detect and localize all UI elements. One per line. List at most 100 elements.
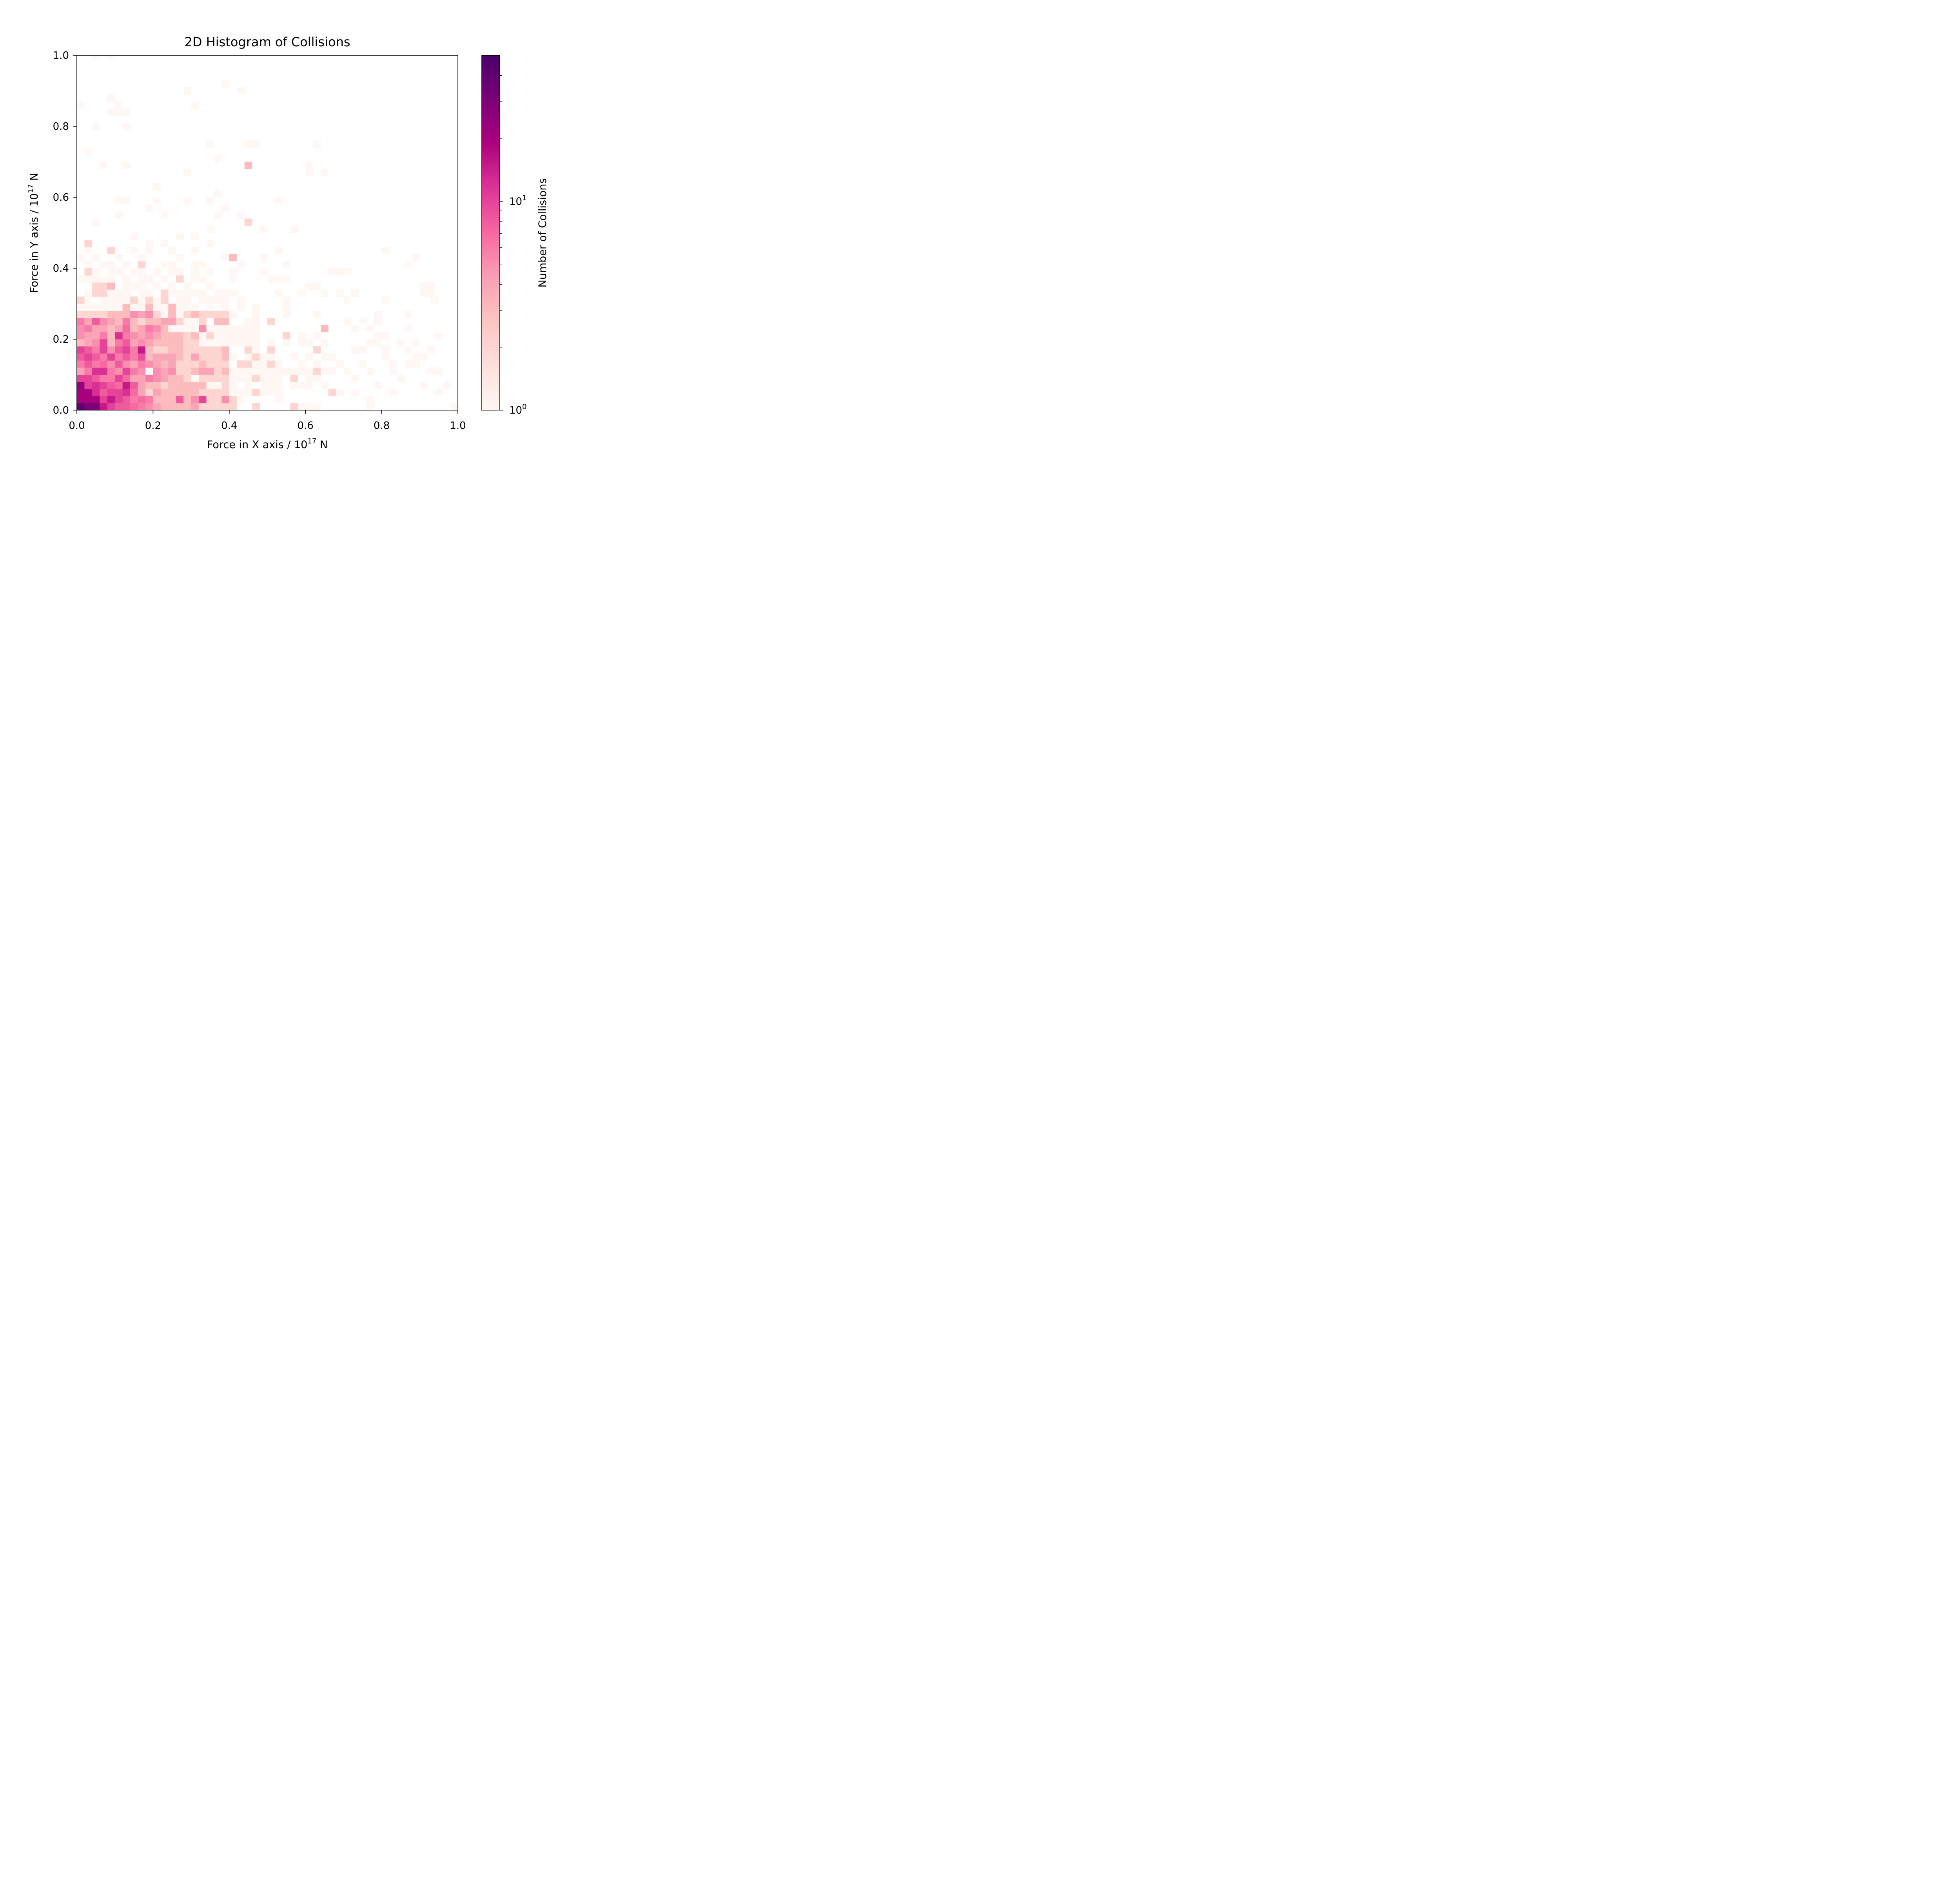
histogram-cell	[122, 332, 131, 340]
y-tick-label: 0.8	[53, 121, 69, 133]
histogram-cell	[214, 396, 222, 403]
histogram-cell	[305, 282, 314, 290]
histogram-cell	[267, 381, 275, 389]
histogram-cell	[92, 389, 100, 396]
histogram-cell	[427, 282, 436, 290]
histogram-cell	[298, 339, 306, 347]
histogram-cell	[313, 367, 321, 375]
histogram-cell	[244, 332, 252, 340]
histogram-cell	[145, 346, 153, 354]
y-axis-label-exponent: 17	[27, 184, 35, 193]
histogram-cell	[145, 275, 153, 283]
histogram-cell	[130, 318, 138, 325]
histogram-cell	[138, 353, 146, 361]
histogram-cell	[260, 353, 268, 361]
histogram-cell	[381, 353, 390, 361]
histogram-cell	[366, 396, 374, 403]
histogram-cell	[168, 360, 176, 368]
histogram-cell	[168, 353, 176, 361]
colorbar-tick-label: 101	[509, 194, 527, 207]
y-axis-ticks: 0.0 0.2 0.4 0.6 0.8 1.0	[53, 50, 77, 416]
histogram-cell	[77, 339, 85, 347]
histogram-cell	[130, 339, 138, 347]
histogram-cell	[115, 381, 123, 389]
histogram-cell	[122, 325, 131, 332]
histogram-cell	[221, 346, 230, 354]
histogram-cell	[122, 389, 131, 396]
histogram-cell	[305, 169, 314, 176]
histogram-cell	[122, 282, 131, 290]
histogram-cell	[176, 389, 184, 396]
histogram-cell	[153, 311, 161, 318]
histogram-cell	[145, 353, 153, 361]
colorbar-tick-label: 100	[509, 403, 527, 416]
histogram-cell	[206, 282, 214, 290]
histogram-cell	[260, 254, 268, 262]
histogram-cell	[435, 367, 443, 375]
histogram-cell	[221, 367, 230, 375]
histogram-cell	[221, 296, 230, 304]
histogram-cell	[298, 381, 306, 389]
histogram-cell	[229, 254, 237, 262]
histogram-cell	[160, 275, 169, 283]
histogram-cell	[199, 318, 207, 325]
histogram-cell	[145, 204, 153, 212]
histogram-cell	[214, 346, 222, 354]
histogram-cell	[244, 367, 252, 375]
histogram-cell	[183, 311, 191, 318]
histogram-cell	[244, 325, 252, 332]
histogram-cell	[412, 360, 420, 368]
histogram-cell	[176, 318, 184, 325]
histogram-cell	[176, 360, 184, 368]
histogram-cell	[237, 339, 245, 347]
histogram-cell	[229, 367, 237, 375]
histogram-cell	[282, 275, 290, 283]
histogram-cell	[138, 389, 146, 396]
y-axis-label: Force in Y axis / 1017 N	[27, 173, 40, 293]
histogram-cell	[84, 353, 93, 361]
histogram-cell	[100, 339, 108, 347]
histogram-cell	[77, 296, 85, 304]
histogram-cell	[100, 374, 108, 382]
histogram-cell	[107, 275, 115, 283]
histogram-cell	[191, 275, 199, 283]
histogram-cell	[92, 403, 100, 411]
histogram-cell	[107, 353, 115, 361]
histogram-cell	[214, 211, 222, 219]
histogram-cell	[84, 374, 93, 382]
histogram-cell	[176, 339, 184, 347]
histogram-cell	[229, 289, 237, 297]
histogram-cell	[381, 247, 390, 254]
histogram-cell	[84, 240, 93, 247]
histogram-cell	[328, 389, 336, 396]
histogram-cell	[404, 346, 412, 354]
histogram-cell	[115, 325, 123, 332]
histogram-cell	[107, 282, 115, 290]
histogram-cell	[191, 325, 199, 332]
histogram-cell	[153, 346, 161, 354]
histogram-cell	[176, 353, 184, 361]
histogram-cell	[229, 389, 237, 396]
histogram-cell	[214, 360, 222, 368]
histogram-cell	[77, 360, 85, 368]
histogram-cell	[237, 325, 245, 332]
histogram-cell	[84, 403, 93, 411]
histogram-cell	[122, 367, 131, 375]
histogram-cell	[199, 374, 207, 382]
histogram-cell	[130, 360, 138, 368]
histogram-cell	[313, 360, 321, 368]
histogram-cell	[275, 197, 283, 205]
histogram-cell	[160, 389, 169, 396]
histogram-cell	[206, 268, 214, 276]
histogram-cell	[92, 339, 100, 347]
histogram-cell	[199, 289, 207, 297]
histogram-cell	[328, 353, 336, 361]
x-tick-label: 0.4	[221, 420, 237, 432]
y-tick-label: 0.6	[53, 192, 69, 203]
histogram-cell	[191, 332, 199, 340]
histogram-cell	[77, 101, 85, 109]
histogram-cell	[221, 289, 230, 297]
histogram-cell	[130, 381, 138, 389]
histogram-cell	[115, 389, 123, 396]
histogram-cell	[221, 318, 230, 325]
